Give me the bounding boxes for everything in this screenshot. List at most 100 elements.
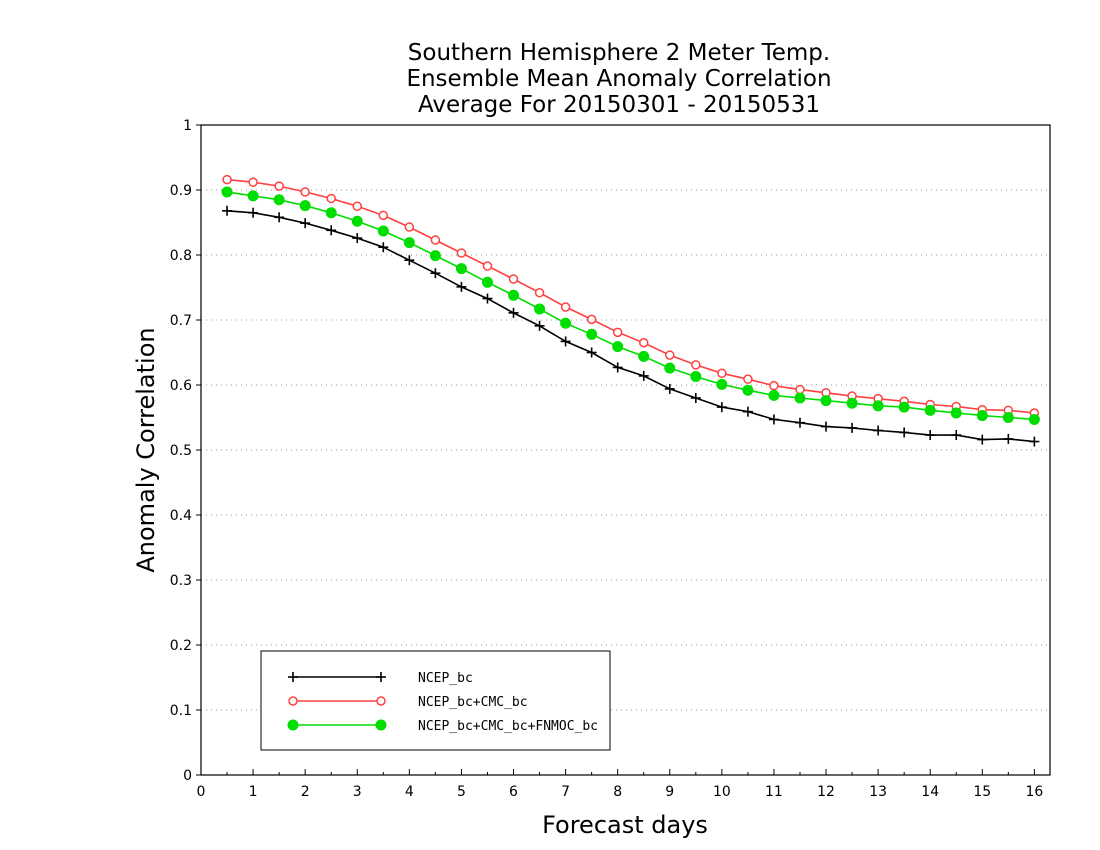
data-point <box>352 233 363 244</box>
data-point <box>586 314 597 325</box>
data-point <box>300 218 311 229</box>
data-point <box>924 404 936 416</box>
data-point <box>222 174 232 185</box>
x-tick-label: 15 <box>973 784 991 800</box>
data-point <box>430 268 441 279</box>
gridlines <box>201 189 1050 711</box>
data-point <box>638 370 649 381</box>
legend-marker-end <box>376 672 386 682</box>
data-point <box>482 261 493 271</box>
x-tick-label: 16 <box>1025 784 1043 800</box>
legend-marker-start <box>288 672 298 682</box>
x-axis: 0 1 2 3 4 5 6 7 8 9 10 11 12 13 14 15 16 <box>197 769 1043 800</box>
data-point <box>378 242 389 253</box>
data-point <box>299 200 311 212</box>
x-tick-label: 4 <box>405 784 414 800</box>
data-point <box>456 281 467 292</box>
legend-marker-end <box>375 719 387 731</box>
data-point <box>950 407 962 419</box>
x-tick-label: 6 <box>509 784 518 800</box>
y-tick-label: 0.4 <box>170 508 192 524</box>
y-tick-label: 0.6 <box>170 378 192 394</box>
data-point <box>690 393 701 403</box>
series-ncep-bc-cmc-bc <box>222 174 1040 418</box>
legend-label: NCEP_bc <box>418 671 473 686</box>
data-point <box>795 384 805 395</box>
data-point <box>378 210 389 221</box>
series-line <box>226 191 1035 421</box>
y-tick-label: 0.7 <box>170 313 192 329</box>
data-point <box>274 181 284 191</box>
y-tick-label: 0.1 <box>170 703 192 719</box>
data-point <box>794 392 806 404</box>
title-line: Southern Hemisphere 2 Meter Temp. <box>408 40 830 66</box>
data-point <box>274 212 285 223</box>
data-point <box>352 201 363 211</box>
data-point <box>665 350 675 360</box>
data-point <box>377 225 389 237</box>
data-point <box>717 368 727 379</box>
series-line <box>226 210 1035 443</box>
data-point <box>847 422 858 433</box>
data-point <box>716 378 728 390</box>
data-point <box>925 430 936 441</box>
legend-entry: NCEP_bc+CMC_bc+FNMOC_bc <box>287 719 598 734</box>
y-tick-label: 0 <box>183 768 192 784</box>
data-point <box>300 187 310 197</box>
data-point <box>846 397 858 409</box>
x-tick-label: 10 <box>713 784 731 800</box>
data-point <box>742 406 753 417</box>
series-layer <box>221 174 1040 447</box>
data-point <box>664 362 676 374</box>
data-point <box>612 327 623 338</box>
data-point <box>534 320 545 331</box>
legend-marker-start <box>288 696 298 706</box>
x-tick-label: 3 <box>353 784 362 800</box>
y-tick-label: 0.2 <box>170 638 192 654</box>
x-axis-title: Forecast days <box>542 811 708 839</box>
legend-entry: NCEP_bc+CMC_bc <box>288 695 528 710</box>
data-point <box>455 263 467 275</box>
legend-entry: NCEP_bc <box>288 671 473 686</box>
data-point <box>247 190 259 202</box>
data-point <box>221 186 233 198</box>
data-point <box>351 215 363 227</box>
data-point <box>508 289 520 301</box>
y-tick-label: 0.3 <box>170 573 192 589</box>
data-point <box>742 384 754 396</box>
data-point <box>586 347 597 358</box>
y-axis-title: Anomaly Correlation <box>132 327 160 572</box>
x-tick-label: 2 <box>301 784 310 800</box>
series-line <box>226 178 1035 414</box>
title-line: Ensemble Mean Anomaly Correlation <box>406 66 831 92</box>
data-point <box>325 207 337 219</box>
data-point <box>638 338 649 348</box>
y-tick-label: 1 <box>183 118 192 134</box>
data-point <box>769 380 779 391</box>
data-point <box>1028 413 1040 425</box>
data-point <box>768 389 780 401</box>
data-point <box>612 362 623 373</box>
legend: NCEP_bc NCEP_bc+CMC_bc NCEP_bc+CMC_bc+FNMO… <box>260 650 611 751</box>
data-point <box>456 248 467 258</box>
data-point <box>508 307 519 318</box>
x-tick-label: 0 <box>197 784 206 800</box>
data-point <box>638 350 650 362</box>
data-point <box>873 425 884 436</box>
data-point <box>612 341 624 353</box>
data-point <box>560 336 571 347</box>
data-point <box>768 414 779 425</box>
x-tick-label: 1 <box>249 784 258 800</box>
data-point <box>664 383 675 394</box>
chart-title: Southern Hemisphere 2 Meter Temp.Ensembl… <box>406 40 831 118</box>
title-line: Average For 20150301 - 20150531 <box>418 92 820 118</box>
legend-marker-start <box>287 719 299 731</box>
x-tick-label: 12 <box>817 784 835 800</box>
x-tick-label: 5 <box>457 784 466 800</box>
data-point <box>430 235 441 245</box>
x-tick-label: 11 <box>765 784 783 800</box>
data-point <box>534 303 546 315</box>
data-point <box>404 255 415 266</box>
x-tick-label: 14 <box>921 784 939 800</box>
